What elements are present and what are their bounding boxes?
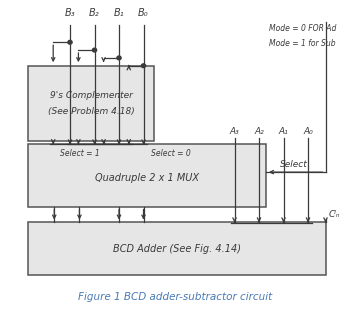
Text: Mode = 0 FOR Ad: Mode = 0 FOR Ad	[269, 24, 336, 33]
Circle shape	[92, 48, 97, 52]
Text: Select: Select	[280, 160, 308, 169]
Text: A₂: A₂	[254, 127, 264, 136]
Text: B₂: B₂	[89, 8, 100, 18]
Text: 9's Complementer: 9's Complementer	[50, 91, 132, 100]
Text: A₁: A₁	[279, 127, 288, 136]
Circle shape	[68, 40, 72, 44]
Text: Figure 1 BCD adder-subtractor circuit: Figure 1 BCD adder-subtractor circuit	[78, 292, 272, 302]
Text: Cᴵₙ: Cᴵₙ	[329, 210, 341, 219]
Text: Mode = 1 for Sub: Mode = 1 for Sub	[270, 39, 336, 48]
Text: Quadruple 2 x 1 MUX: Quadruple 2 x 1 MUX	[95, 173, 199, 183]
Text: Select = 0: Select = 0	[151, 149, 191, 158]
Bar	[28, 222, 326, 275]
Text: A₀: A₀	[303, 127, 313, 136]
Text: (See Problem 4.18): (See Problem 4.18)	[48, 107, 134, 115]
Bar	[28, 66, 154, 141]
Circle shape	[141, 64, 146, 68]
Text: Select = 1: Select = 1	[61, 149, 100, 158]
Text: B₃: B₃	[65, 8, 75, 18]
Text: A₃: A₃	[230, 127, 239, 136]
Circle shape	[117, 56, 121, 60]
Text: B₁: B₁	[114, 8, 124, 18]
Bar	[28, 144, 266, 207]
Text: B₀: B₀	[138, 8, 149, 18]
Text: BCD Adder (See Fig. 4.14): BCD Adder (See Fig. 4.14)	[113, 244, 241, 254]
